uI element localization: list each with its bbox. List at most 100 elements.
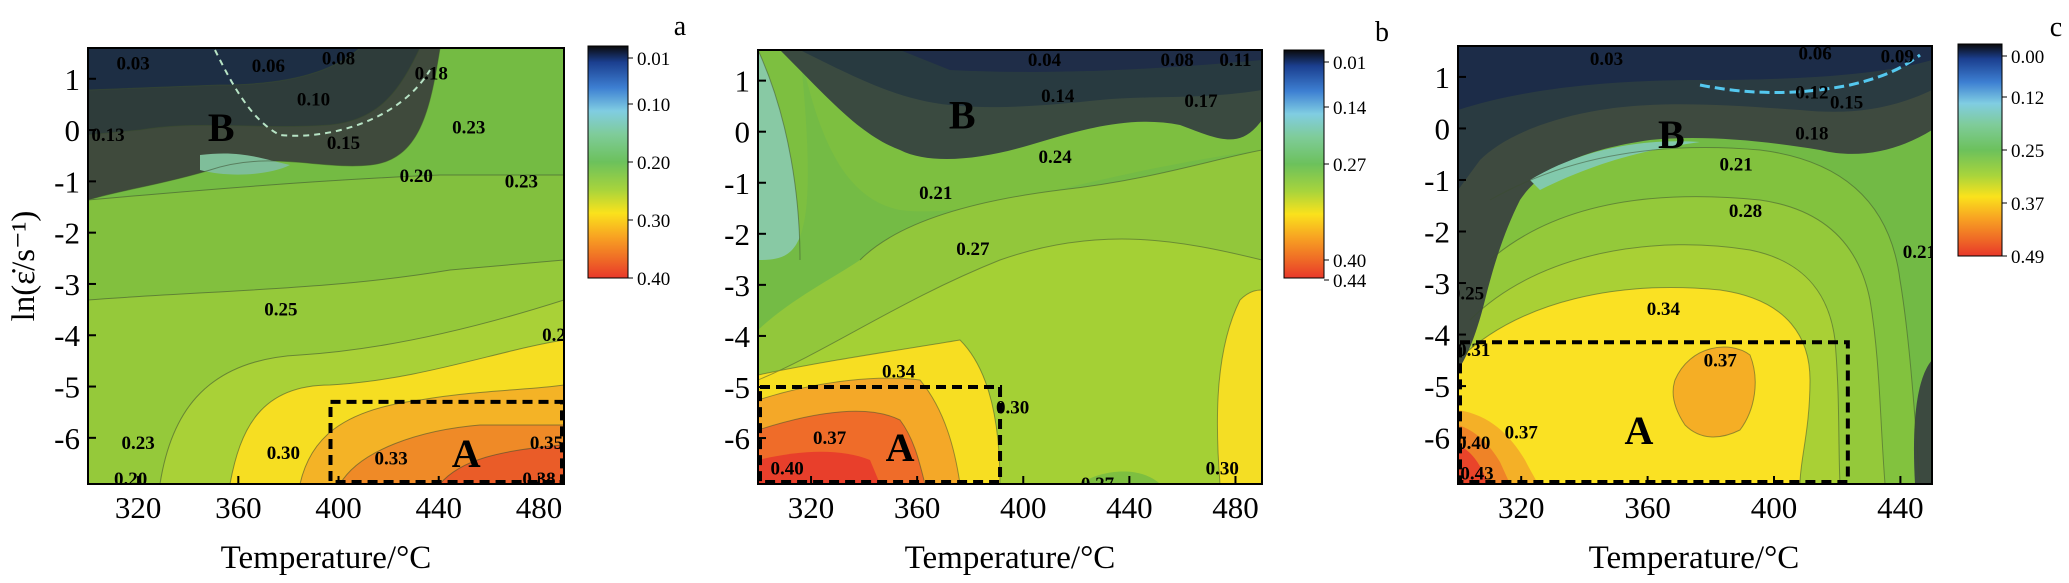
colorbar-tick-label: 0.00 — [2011, 47, 2044, 68]
contour-label: 0.30 — [996, 397, 1029, 418]
panel-a-xlabel: Temperature/°C — [221, 540, 432, 576]
contour-label: 0.37 — [1505, 422, 1539, 443]
panel-c: 0.03 0.06 0.090.12 0.150.180.210.280.340.21… — [1424, 12, 2062, 576]
panel-b-xlabel: Temperature/°C — [905, 540, 1116, 576]
colorbar-tick-label: 0.49 — [2011, 247, 2044, 268]
x-tick-label: 440 — [1877, 490, 1924, 525]
x-tick-label: 400 — [1000, 490, 1047, 525]
contour-label: 0.17 — [1184, 91, 1218, 112]
contour-label: 0.23 — [505, 171, 538, 192]
y-tick-label: -2 — [1424, 215, 1450, 250]
contour-label: 0.15 — [1830, 93, 1863, 114]
y-tick-label: -3 — [54, 267, 80, 302]
x-tick-label: 320 — [1498, 490, 1545, 525]
contour-label: 0.18 — [1795, 124, 1828, 145]
y-tick-label: -4 — [54, 318, 80, 353]
panel-c-contour-labels: 0.03 0.06 0.09 0.12 0.150.18 0.21 0.28 0.34 0.21… — [1457, 46, 1936, 484]
contour-label: 0.21 — [1903, 242, 1936, 263]
panel-a-label: a — [674, 11, 687, 42]
contour-label: 0.21 — [919, 183, 952, 204]
contour-label: 0.23 — [121, 433, 154, 454]
colorbar-tick-label: 0.25 — [2011, 141, 2044, 162]
contour-label: 0.35 — [530, 433, 563, 454]
y-tick-label: -4 — [724, 319, 750, 354]
x-tick-label: 400 — [1751, 490, 1798, 525]
contour-label: 0.10 — [297, 89, 330, 110]
region-a-label: A — [1624, 408, 1653, 453]
contour-label: 0.24 — [1038, 147, 1072, 168]
colorbar-tick-label: 0.12 — [2011, 88, 2044, 109]
x-tick-label: 360 — [1624, 490, 1671, 525]
colorbar-tick-label: 0.37 — [2011, 194, 2044, 215]
y-tick-label: -4 — [1424, 318, 1450, 353]
y-tick-label: -6 — [1424, 421, 1450, 456]
panel-c-contour-field: 0.03 0.06 0.09 0.12 0.150.18 0.21 0.28 0.34 0.21… — [1457, 46, 1936, 484]
y-tick-label: -1 — [1424, 163, 1450, 198]
y-tick-label: 0 — [1435, 111, 1451, 146]
y-tick-label: -3 — [1424, 266, 1450, 301]
colorbar-tick-label: 0.01 — [637, 49, 670, 70]
panel-a: 0.03 0.06 0.080.180.100.13 0.150.230.20 0.23… — [6, 11, 687, 576]
y-tick-label: -6 — [54, 421, 80, 456]
contour-label: 0.03 — [1590, 49, 1623, 70]
contour-label: 0.08 — [1160, 50, 1193, 71]
contour-label: 0.37 — [813, 428, 847, 449]
region-a-label: A — [452, 431, 481, 476]
colorbar-tick-label: 0.40 — [637, 269, 670, 290]
contour-label: 0.27 — [956, 239, 990, 260]
contour-label: 0.31 — [1457, 340, 1490, 361]
colorbar-tick-label: 0.44 — [1333, 271, 1367, 292]
y-tick-label: 1 — [65, 62, 81, 97]
y-tick-label: -1 — [54, 164, 80, 199]
y-tick-label: -5 — [724, 370, 750, 405]
region-b-label: B — [1658, 112, 1685, 157]
panel-a-plot-frame — [87, 47, 565, 485]
panel-a-contour-labels: 0.03 0.06 0.08 0.18 0.10 0.13 0.15 0.23 0.20 0.23… — [91, 48, 566, 484]
colorbar-tick-label: 0.14 — [1333, 98, 1367, 119]
panel-a-colorbar: 0.01 0.10 0.20 0.30 0.40 — [587, 45, 670, 290]
contour-label: 0.03 — [116, 53, 149, 74]
y-tick-label: 0 — [735, 115, 751, 150]
panel-b-contour-field: 0.04 0.08 0.11 0.14 0.17 0.24 0.21 0.27 0.34 0.30… — [758, 50, 1262, 484]
panel-b-regions: AB — [758, 93, 1003, 484]
panel-b: 0.04 0.08 0.11 0.14 0.17 0.24 0.21 0.27 0.34 0.30… — [724, 17, 1389, 576]
panel-b-contour-labels: 0.04 0.08 0.11 0.14 0.17 0.24 0.21 0.27 0.34 0.30… — [771, 50, 1252, 484]
region-a-label: A — [886, 425, 915, 470]
contour-label: 0.25 — [264, 300, 297, 321]
contour-label: 0.2 — [542, 325, 566, 346]
contour-label: 0.37 — [1704, 350, 1738, 371]
y-tick-label: -2 — [724, 217, 750, 252]
x-tick-label: 320 — [115, 490, 162, 525]
contour-label: 0.14 — [1041, 86, 1075, 107]
contour-label: 0.23 — [452, 118, 485, 139]
contour-label: 0.28 — [1729, 201, 1762, 222]
y-tick-label: -5 — [1424, 369, 1450, 404]
panel-b-label: b — [1375, 17, 1389, 48]
contour-label: 0.12 — [1795, 82, 1828, 103]
region-a-box — [758, 384, 1003, 484]
contour-label: 0.15 — [327, 133, 360, 154]
x-tick-label: 440 — [415, 490, 462, 525]
panel-a-axes: 320 360 400 440 480 1 0 -1 -2 -3 -4 -5 -6 — [54, 62, 562, 525]
contour-label: 0.33 — [375, 448, 408, 469]
colorbar-tick-label: 0.10 — [637, 95, 670, 116]
panel-c-axes: 320 360 400 440 1 0 -1 -2 -3 -4 -5 -6 — [1424, 60, 1923, 525]
region-b-label: B — [208, 105, 235, 150]
colorbar-tick-label: 0.30 — [637, 211, 670, 232]
y-tick-label: -1 — [724, 166, 750, 201]
contour-label: 0.13 — [91, 125, 124, 146]
contour-label: 0.08 — [322, 48, 355, 69]
contour-label: 0.34 — [882, 362, 916, 383]
y-tick-label: -5 — [54, 370, 80, 405]
contour-label: 0.11 — [1219, 50, 1251, 71]
panel-a-ylabel: ln(ε̇/s⁻¹) — [6, 211, 42, 322]
panel-a-regions: AB — [208, 105, 564, 484]
contour-label: 0.18 — [415, 64, 448, 85]
contour-label: 0.30 — [1206, 459, 1239, 480]
panel-b-plot-frame — [757, 49, 1263, 485]
y-tick-label: 1 — [735, 64, 751, 99]
y-tick-label: -2 — [54, 216, 80, 251]
y-tick-label: 0 — [65, 113, 81, 148]
region-b-label: B — [949, 93, 976, 138]
